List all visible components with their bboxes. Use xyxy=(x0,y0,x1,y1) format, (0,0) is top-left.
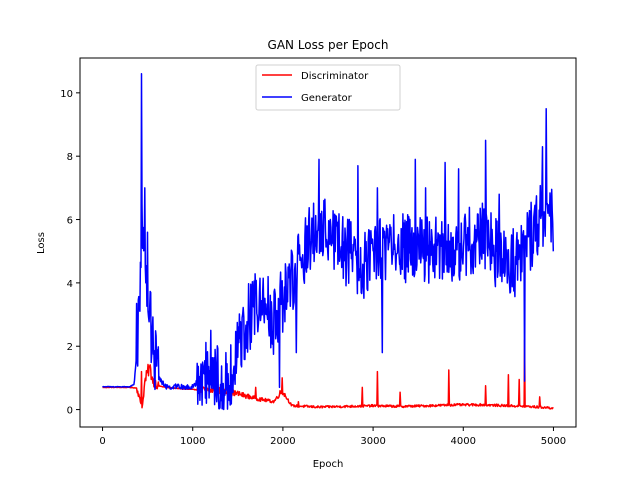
x-tick-label: 4000 xyxy=(451,436,476,447)
x-axis-label: Epoch xyxy=(313,459,344,470)
x-tick-label: 5000 xyxy=(541,436,566,447)
y-tick-label: 8 xyxy=(67,152,73,163)
y-tick-label: 6 xyxy=(67,216,73,227)
y-tick-label: 2 xyxy=(67,342,73,353)
series-line-generator xyxy=(102,73,555,411)
series-line-discriminator xyxy=(102,339,554,410)
y-axis-label: Loss xyxy=(36,232,47,254)
legend-label-generator: Generator xyxy=(301,93,353,104)
chart-title: GAN Loss per Epoch xyxy=(268,38,389,52)
x-tick-label: 2000 xyxy=(270,436,295,447)
y-axis-ticks: 0 2 4 6 8 10 xyxy=(60,89,80,417)
y-tick-label: 10 xyxy=(60,89,73,100)
legend: Discriminator Generator xyxy=(255,64,401,111)
y-tick-label: 4 xyxy=(67,279,73,290)
y-tick-label: 0 xyxy=(67,406,73,417)
legend-label-discriminator: Discriminator xyxy=(301,71,369,82)
x-tick-label: 3000 xyxy=(360,436,385,447)
legend-box xyxy=(255,64,401,111)
axes-frame xyxy=(79,57,577,428)
x-tick-label: 0 xyxy=(99,436,105,447)
x-axis-ticks: 0 1000 2000 3000 4000 5000 xyxy=(99,427,566,447)
x-tick-label: 1000 xyxy=(180,436,205,447)
plot-lines xyxy=(102,73,555,411)
